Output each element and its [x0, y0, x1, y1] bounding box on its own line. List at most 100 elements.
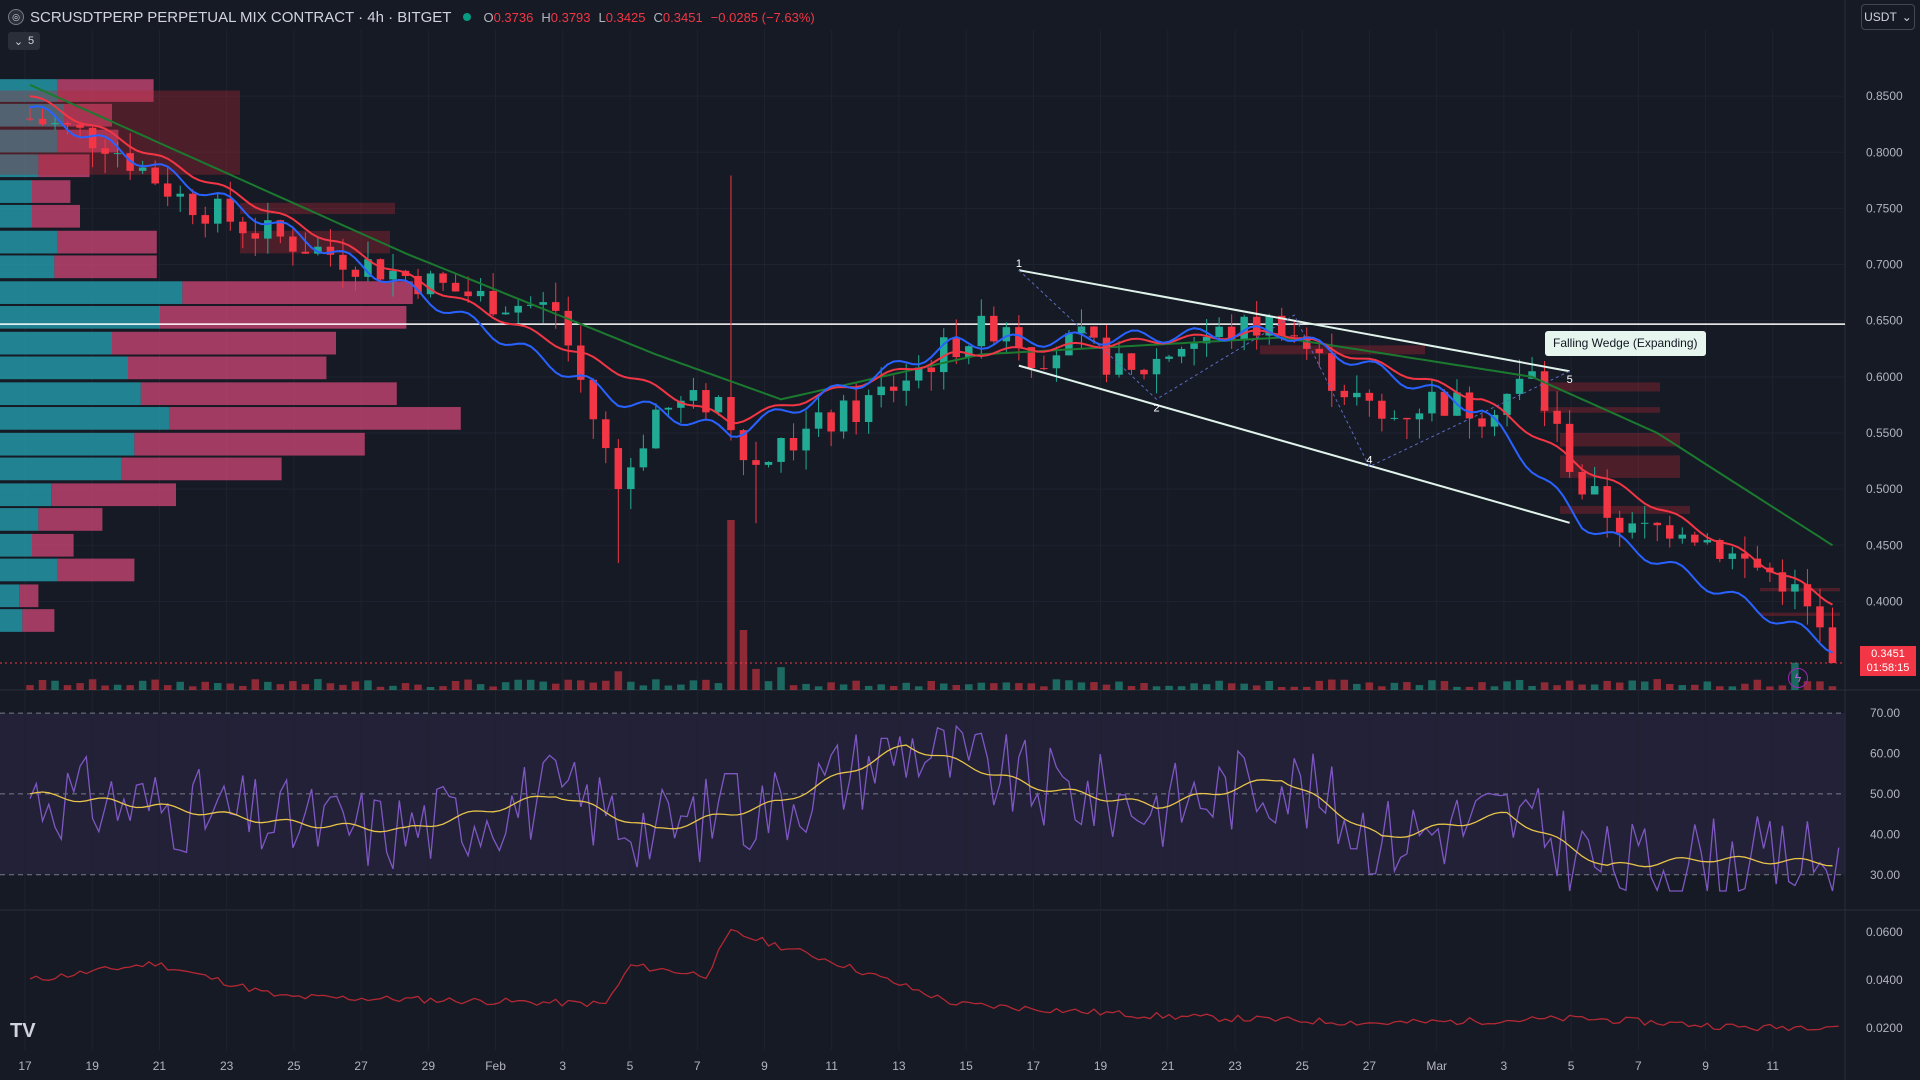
candle-body: [1503, 393, 1511, 415]
candle-body: [101, 148, 109, 154]
time-tick-label: Mar: [1426, 1059, 1447, 1073]
candle-body: [1190, 343, 1198, 349]
volume-bar: [1390, 682, 1399, 690]
volume-bar: [1666, 683, 1674, 690]
volume-bar: [1227, 683, 1236, 690]
volume-bar: [577, 680, 585, 690]
candle-body: [1791, 584, 1799, 592]
volume-bar: [940, 683, 948, 690]
lightning-icon[interactable]: ϟ: [1788, 668, 1808, 688]
volume-bar: [965, 684, 973, 690]
candle-body: [852, 400, 860, 423]
candle-body: [151, 167, 159, 184]
volume-bar: [1090, 682, 1098, 690]
volume-bar: [1202, 684, 1211, 690]
time-tick-label: 19: [1094, 1059, 1108, 1073]
wedge-point-label: 4: [1366, 455, 1372, 467]
candle-body: [476, 290, 485, 297]
symbol-logo-icon: ◎: [8, 9, 24, 25]
time-tick-label: 29: [422, 1059, 436, 1073]
volume-bar: [414, 684, 422, 690]
volume-bar: [326, 683, 335, 690]
tradingview-logo-icon[interactable]: TV: [10, 1020, 36, 1042]
volume-profile-down-bar: [19, 584, 39, 608]
candle-body: [664, 407, 673, 410]
time-tick-label: 21: [1161, 1059, 1175, 1073]
volume-bar: [1328, 679, 1336, 690]
candle-body: [251, 233, 260, 239]
volume-bar: [1152, 686, 1161, 690]
volume-bar: [652, 679, 660, 690]
volume-bar: [1778, 685, 1787, 690]
volume-bar: [188, 686, 197, 690]
volume-bar: [1528, 685, 1536, 690]
candle-body: [1328, 353, 1336, 391]
time-tick-label: 3: [559, 1059, 566, 1073]
volume-bar: [952, 685, 961, 690]
volume-bar: [526, 679, 535, 690]
volume-bar: [151, 679, 159, 690]
volume-bar: [1277, 686, 1286, 690]
candle-body: [1515, 378, 1524, 394]
candle-body: [952, 337, 961, 358]
volume-bar: [276, 684, 285, 690]
volume-bar: [439, 686, 447, 690]
volume-bar: [1440, 681, 1449, 690]
currency-select[interactable]: USDT ⌄: [1861, 4, 1915, 30]
volume-profile-down-bar: [38, 154, 90, 178]
volume-bar: [714, 683, 723, 690]
volume-bar: [1177, 686, 1186, 690]
indicators-collapse-button[interactable]: ⌄ 5: [8, 32, 40, 50]
volume-bar: [1640, 681, 1649, 690]
volume-bar: [902, 682, 910, 690]
candle-body: [1340, 390, 1349, 398]
volume-bar: [113, 684, 122, 690]
lower-tick-label: 0.0600: [1866, 925, 1903, 939]
candle-body: [526, 304, 535, 306]
candle-body: [614, 448, 623, 490]
rsi-tick-label: 50.00: [1870, 787, 1900, 801]
time-tick-label: 23: [220, 1059, 234, 1073]
volume-profile-up-bar: [0, 129, 58, 153]
volume-profile-down-bar: [32, 533, 74, 557]
candle-body: [1027, 347, 1036, 369]
volume-bar: [1766, 686, 1774, 690]
low-label: L: [598, 9, 606, 25]
volume-bar: [639, 685, 648, 690]
candle-body: [914, 367, 923, 381]
supply-zone: [1560, 505, 1690, 514]
candle-body: [877, 386, 885, 396]
supply-zone: [1760, 587, 1840, 592]
candle-body: [1816, 606, 1824, 628]
volume-bar: [1728, 686, 1737, 690]
volume-bar: [1741, 683, 1749, 690]
candle-body: [301, 251, 310, 254]
symbol-title[interactable]: SCRUSDTPERP PERPETUAL MIX CONTRACT · 4h …: [30, 8, 452, 26]
pattern-label[interactable]: Falling Wedge (Expanding): [1545, 331, 1706, 356]
volume-profile-up-bar: [0, 533, 32, 557]
price-tick-label: 0.6500: [1866, 314, 1903, 328]
volume-profile-down-bar: [22, 609, 55, 632]
time-tick-label: 7: [694, 1059, 701, 1073]
volume-bar: [777, 667, 785, 690]
indicator-count: 5: [28, 35, 35, 47]
time-tick-label: 25: [287, 1059, 301, 1073]
volume-bar: [38, 679, 47, 690]
candle-body: [163, 183, 172, 197]
candle-body: [551, 302, 560, 311]
volume-bar: [1453, 686, 1461, 690]
candle-body: [1528, 371, 1536, 379]
volume-bar: [1378, 686, 1386, 690]
candle-body: [1803, 584, 1812, 607]
candle-body: [727, 396, 735, 431]
volume-bar: [551, 683, 560, 690]
volume-bar: [1465, 686, 1474, 690]
volume-profile-down-bar: [140, 382, 397, 406]
time-tick-label: 5: [627, 1059, 634, 1073]
chevron-down-icon: ⌄: [13, 35, 24, 48]
candle-body: [314, 246, 322, 254]
candle-body: [789, 437, 798, 451]
volume-bar: [1428, 680, 1436, 690]
